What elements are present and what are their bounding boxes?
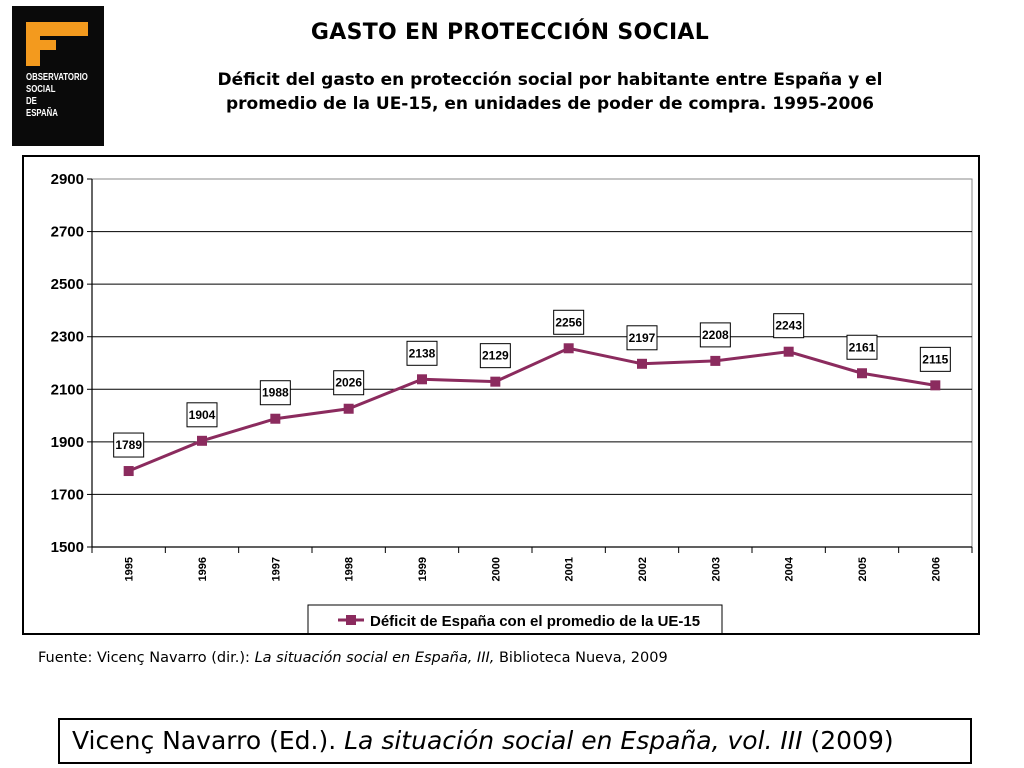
data-point (637, 358, 647, 369)
y-tick-label: 2100 (51, 381, 84, 398)
logo-line: OBSERVATORIO (26, 72, 88, 83)
legend-box (307, 604, 723, 633)
source-suffix: Biblioteca Nueva, 2009 (494, 650, 668, 666)
data-label: 2138 (409, 346, 436, 360)
data-label: 2208 (702, 328, 729, 342)
y-tick-label: 1700 (51, 486, 84, 503)
series-line (128, 346, 936, 473)
data-label-box (919, 346, 951, 372)
data-label: 2197 (629, 331, 656, 345)
data-point (563, 343, 574, 354)
x-tick-label: 2005 (857, 557, 869, 581)
y-tick-label: 2700 (51, 224, 84, 241)
citation-prefix: Vicenç Navarro (Ed.). (72, 726, 345, 755)
x-tick-label: 1996 (197, 557, 209, 581)
data-label-box (846, 334, 878, 360)
data-label-box (479, 343, 511, 369)
data-point (930, 380, 941, 391)
x-tick-label: 1998 (344, 557, 356, 581)
line-chart: 1500 1700 1900 2100 2300 2500 2700 2900 1995 1996… (51, 171, 973, 633)
data-label-box (113, 432, 145, 458)
data-label-box (333, 370, 365, 396)
data-point (710, 355, 721, 366)
y-tick-label: 2500 (51, 276, 84, 293)
data-label-box (699, 322, 731, 348)
x-tick-label: 1999 (417, 557, 429, 581)
data-point (270, 413, 281, 424)
data-label-box (186, 402, 218, 428)
page-title: GASTO EN PROTECCIÓN SOCIAL (310, 20, 710, 45)
data-point (417, 374, 427, 385)
legend-label: Déficit de España con el promedio de la … (370, 613, 700, 630)
y-tick-label: 2300 (51, 329, 84, 346)
source-note: Fuente: Vicenç Navarro (dir.): La situac… (38, 650, 668, 666)
logo-mark-icon (26, 22, 88, 66)
data-label: 2161 (849, 340, 876, 354)
x-tick-label: 2001 (564, 557, 576, 581)
data-label-box (406, 340, 438, 366)
data-label: 2115 (922, 352, 948, 366)
data-point (343, 403, 354, 414)
x-tick-label: 1997 (270, 557, 282, 581)
subtitle-line-2: promedio de la UE-15, en unidades de pod… (225, 94, 874, 114)
x-tick-label: 2000 (490, 557, 502, 581)
subtitle-line-1: Déficit del gasto en protección social p… (217, 70, 883, 90)
logo-text: OBSERVATORIO SOCIAL DE ESPAÑA (26, 72, 88, 120)
y-tick-label: 2900 (51, 171, 84, 188)
data-label: 1988 (262, 386, 289, 400)
x-tick-label: 2002 (637, 557, 649, 581)
data-point (490, 376, 501, 387)
logo-line: DE (26, 96, 37, 107)
logo-line: SOCIAL (26, 84, 56, 95)
citation-suffix: (2009) (802, 726, 894, 755)
page-subtitle: Déficit del gasto en protección social p… (150, 68, 950, 116)
data-label-box (773, 313, 805, 339)
y-tick-label: 1500 (51, 539, 84, 556)
data-point (197, 435, 207, 446)
citation-box: Vicenç Navarro (Ed.). La situación socia… (58, 718, 972, 764)
data-label-box (626, 325, 658, 351)
source-prefix: Fuente: Vicenç Navarro (dir.): (38, 650, 255, 666)
logo: OBSERVATORIO SOCIAL DE ESPAÑA (12, 6, 104, 146)
chart-frame: 1500 1700 1900 2100 2300 2500 2700 2900 1995 1996… (22, 155, 980, 635)
data-label: 1904 (189, 408, 216, 422)
data-label: 1789 (115, 438, 142, 452)
data-label: 2129 (482, 349, 509, 363)
data-label: 2026 (335, 376, 362, 390)
source-title: La situación social en España, III, (254, 650, 495, 666)
data-point (857, 368, 867, 379)
plot-area (91, 178, 973, 548)
legend-marker (346, 615, 356, 625)
y-tick-label: 1900 (51, 434, 84, 451)
data-point (123, 466, 134, 477)
x-tick-label: 2006 (930, 557, 942, 581)
data-label-box (259, 380, 291, 406)
x-tick-label: 1995 (124, 557, 136, 581)
logo-line: ESPAÑA (26, 108, 58, 119)
data-label: 2243 (775, 319, 802, 333)
data-point (783, 346, 794, 357)
x-tick-label: 2004 (784, 556, 796, 581)
data-label-box (553, 309, 585, 335)
x-tick-label: 2003 (710, 557, 722, 581)
data-label: 2256 (555, 315, 582, 329)
citation-title: La situación social en España, vol. III (344, 726, 803, 755)
